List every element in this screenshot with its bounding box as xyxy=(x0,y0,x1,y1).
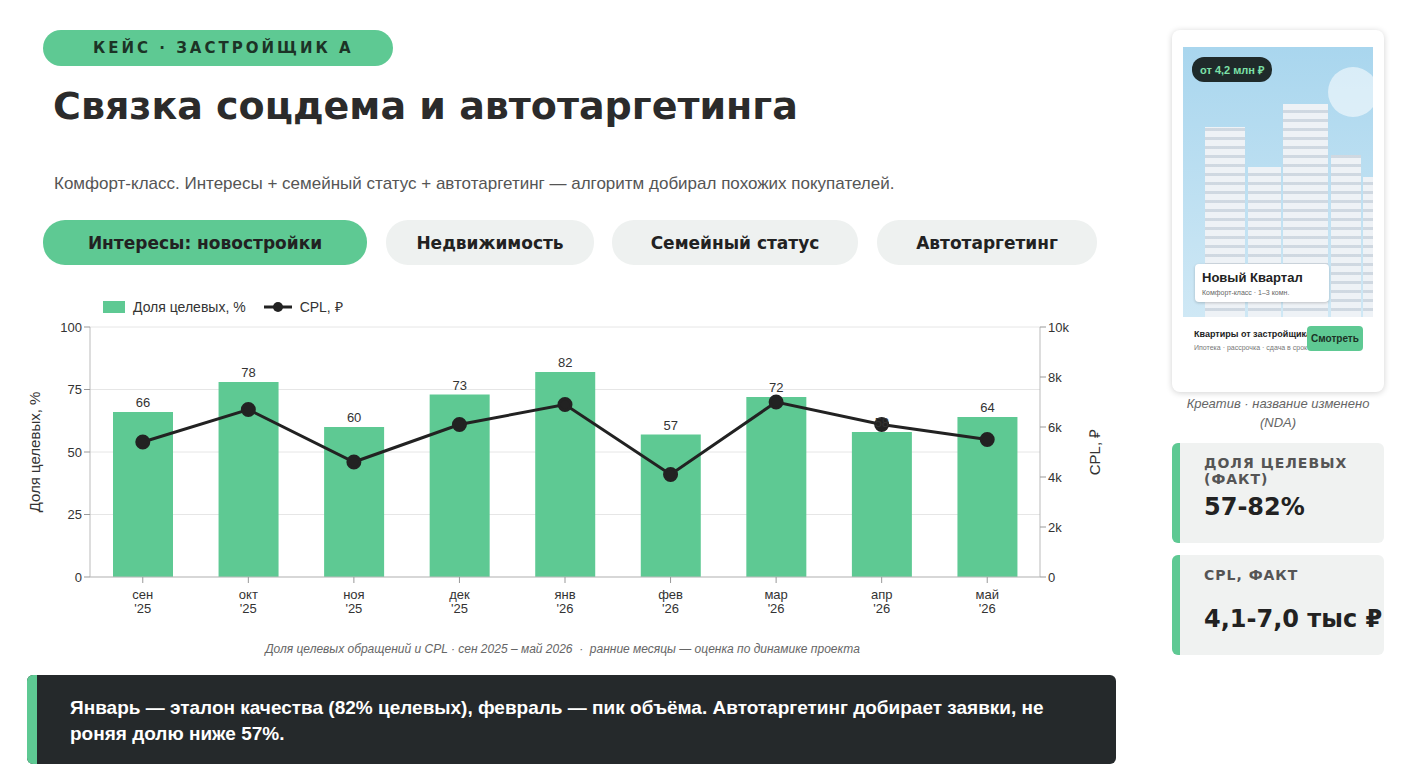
html-text:Интересы: новостройки: Интересы: новостройки xyxy=(87,232,323,253)
svg-text:64: 64 xyxy=(980,400,994,415)
svg-text:57: 57 xyxy=(664,418,678,433)
html-text:CPL, ФАКТ: CPL, ФАКТ xyxy=(1204,567,1299,583)
svg-text:82: 82 xyxy=(558,355,572,370)
html-text:4,1-7,0 тыс ₽: 4,1-7,0 тыс ₽ xyxy=(1204,605,1383,633)
svg-text:0: 0 xyxy=(1048,570,1055,585)
svg-text:2k: 2k xyxy=(1048,520,1062,535)
svg-text:мар'26: мар'26 xyxy=(764,587,787,616)
html-text:Январь — эталон качества (82%: Январь — эталон качества (82% целевых), … xyxy=(70,697,1044,744)
html-text:Доля целевых обращений и CPL ·: Доля целевых обращений и CPL · сен 2025 … xyxy=(265,642,860,656)
html-text:Новый Квартал: Новый Квартал xyxy=(1202,270,1303,285)
svg-text:100: 100 xyxy=(60,320,82,335)
html-text:Комфорт-класс. Интересы + семе: Комфорт-класс. Интересы + семейный стату… xyxy=(54,174,895,193)
svg-text:фев'26: фев'26 xyxy=(658,587,683,616)
svg-text:60: 60 xyxy=(347,410,361,425)
svg-text:73: 73 xyxy=(452,378,466,393)
svg-text:72: 72 xyxy=(769,380,783,395)
html-text:Квартиры от застройщика: Квартиры от застройщика xyxy=(1194,329,1311,339)
html-text:КЕЙС · ЗАСТРОЙЩИК А: КЕЙС · ЗАСТРОЙЩИК А xyxy=(93,39,354,57)
html-text:Комфорт-класс · 1–3 комн.: Комфорт-класс · 1–3 комн. xyxy=(1202,289,1290,296)
html-text:Связка соцдема и автотаргетинг: Связка соцдема и автотаргетинга xyxy=(53,84,798,128)
html-text:ДОЛЯ ЦЕЛЕВЫХ (ФАКТ): ДОЛЯ ЦЕЛЕВЫХ (ФАКТ) xyxy=(1204,455,1348,487)
svg-text:66: 66 xyxy=(136,395,150,410)
svg-text:50: 50 xyxy=(68,445,82,460)
html-text:CPL, ₽: CPL, ₽ xyxy=(299,299,343,315)
html-text:Креатив · название изменено (N: Креатив · название изменено (NDA) xyxy=(1186,396,1370,430)
html-text:57-82%: 57-82% xyxy=(1204,493,1305,521)
html-text:Смотреть: Смотреть xyxy=(1311,333,1359,344)
svg-text:янв'26: янв'26 xyxy=(554,587,575,616)
svg-text:78: 78 xyxy=(241,365,255,380)
svg-text:окт'25: окт'25 xyxy=(239,587,258,616)
html-text:Доля целевых, %: Доля целевых, % xyxy=(133,298,246,315)
svg-text:Доля целевых, %: Доля целевых, % xyxy=(26,392,43,513)
html-text:Ипотека · рассрочка · сдача в: Ипотека · рассрочка · сдача в срок xyxy=(1194,344,1308,351)
svg-text:сен'25: сен'25 xyxy=(132,587,153,616)
svg-text:8k: 8k xyxy=(1048,370,1062,385)
svg-text:58: 58 xyxy=(875,415,889,430)
svg-text:дек'25: дек'25 xyxy=(449,587,470,616)
html-text:Семейный статус: Семейный статус xyxy=(650,232,820,253)
svg-text:май'26: май'26 xyxy=(976,587,999,616)
html-text:от 4,2 млн ₽: от 4,2 млн ₽ xyxy=(1200,64,1265,76)
html-text:Недвижимость: Недвижимость xyxy=(416,232,564,253)
svg-text:CPL, ₽: CPL, ₽ xyxy=(1086,429,1103,476)
svg-text:4k: 4k xyxy=(1048,470,1062,485)
svg-text:апр'26: апр'26 xyxy=(871,587,893,616)
svg-text:75: 75 xyxy=(68,382,82,397)
svg-text:ноя'25: ноя'25 xyxy=(343,587,364,616)
svg-text:10k: 10k xyxy=(1048,320,1069,335)
svg-text:25: 25 xyxy=(68,507,82,522)
html-text:Автотаргетинг: Автотаргетинг xyxy=(916,232,1058,253)
svg-text:0: 0 xyxy=(75,570,82,585)
svg-text:6k: 6k xyxy=(1048,420,1062,435)
